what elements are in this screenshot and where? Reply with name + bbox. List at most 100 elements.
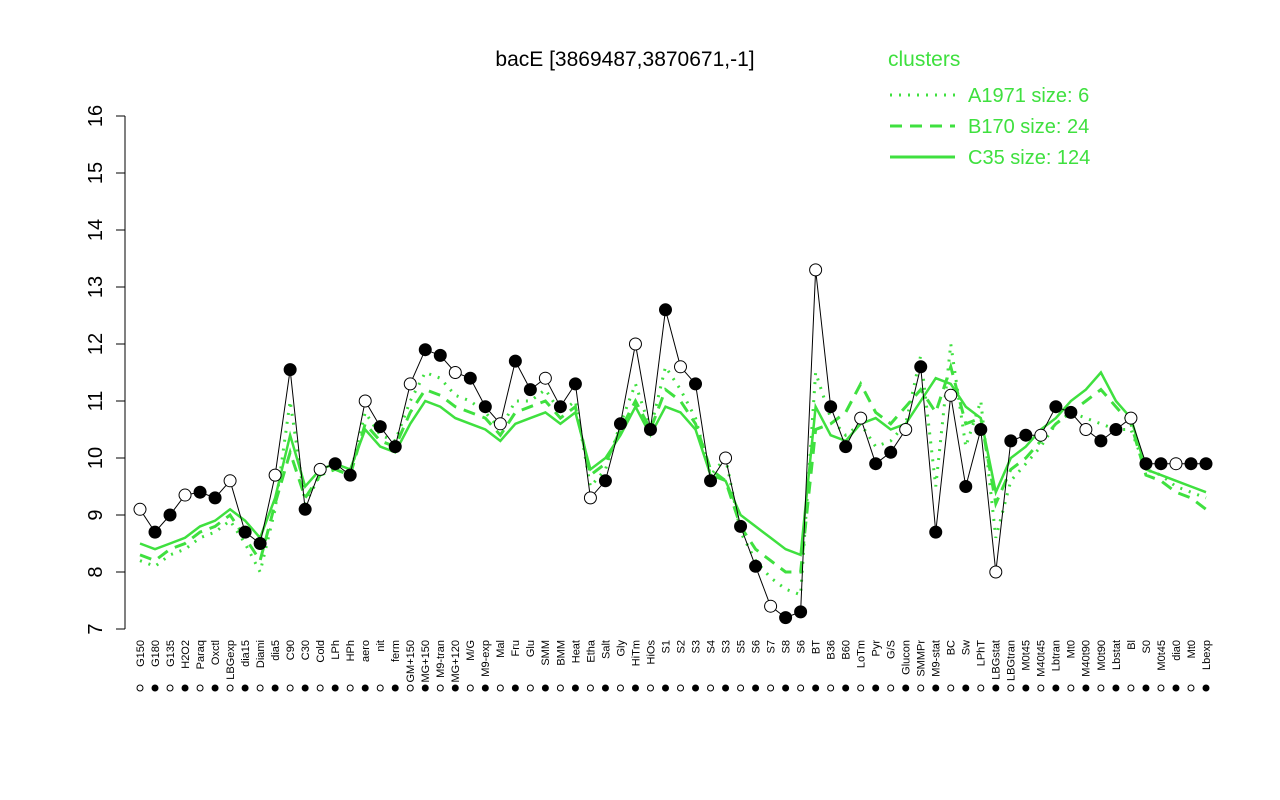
data-point xyxy=(1094,434,1108,448)
data-point xyxy=(223,474,237,488)
data-point xyxy=(1004,434,1018,448)
rug-mark xyxy=(992,684,1000,692)
rug-mark xyxy=(872,684,880,692)
data-point xyxy=(553,400,567,414)
data-point xyxy=(478,400,492,414)
data-point xyxy=(163,508,177,522)
data-point xyxy=(238,525,252,539)
rug-mark xyxy=(151,684,159,692)
x-tick-label: M9-stat xyxy=(931,640,943,677)
x-tick-label: LBGstat xyxy=(991,640,1003,680)
data-point xyxy=(719,451,733,465)
rug-mark xyxy=(1202,684,1210,692)
data-point xyxy=(313,462,327,476)
x-tick-label: MG+120 xyxy=(450,640,462,683)
x-tick-label: BMM xyxy=(555,640,567,666)
data-point xyxy=(568,377,582,391)
y-tick-label: 11 xyxy=(85,391,107,412)
rug-mark xyxy=(196,684,204,692)
rug-mark xyxy=(812,684,820,692)
data-point xyxy=(493,417,507,431)
x-tick-label: BT xyxy=(810,640,822,654)
rug-mark xyxy=(286,684,294,692)
x-tick-label: B60 xyxy=(841,640,853,660)
data-point xyxy=(628,337,642,351)
data-point xyxy=(643,423,657,436)
data-point xyxy=(358,394,372,408)
rug-mark xyxy=(1007,684,1015,692)
data-point xyxy=(884,445,898,459)
x-tick-label: M40t90 xyxy=(1081,640,1093,677)
x-tick-label: dia5 xyxy=(270,640,282,661)
rug-mark xyxy=(616,684,624,692)
rug-mark xyxy=(707,684,715,692)
x-tick-label: Oxctl xyxy=(210,640,222,665)
legend-label: A1971 size: 6 xyxy=(968,85,1089,107)
data-point xyxy=(824,400,838,414)
data-point xyxy=(854,411,868,425)
rug-mark xyxy=(1097,684,1105,692)
x-tick-label: Diami xyxy=(255,640,267,668)
y-tick-label: 10 xyxy=(85,447,107,469)
x-tick-label: Lbtran xyxy=(1051,640,1063,671)
data-point xyxy=(388,440,402,454)
rug-mark xyxy=(677,684,685,692)
data-point xyxy=(1079,423,1093,436)
x-tick-label: G180 xyxy=(150,640,162,667)
rug-mark xyxy=(692,684,700,692)
rug-mark xyxy=(601,684,609,692)
rug-mark xyxy=(1022,684,1030,692)
rug-mark xyxy=(361,684,369,692)
x-tick-label: M0t45 xyxy=(1021,640,1033,671)
rug-mark xyxy=(1052,684,1060,692)
x-tick-label: S1 xyxy=(660,640,672,653)
x-tick-label: Lbstat xyxy=(1111,640,1123,670)
x-tick-label: S0 xyxy=(1141,640,1153,653)
x-tick-label: Cold xyxy=(315,640,327,663)
x-tick-label: Paraq xyxy=(195,640,207,669)
data-point xyxy=(809,263,823,277)
x-tick-label: S6 xyxy=(795,640,807,653)
x-tick-label: Fru xyxy=(510,640,522,657)
rug-mark xyxy=(887,684,895,692)
data-point xyxy=(658,303,672,317)
rug-mark xyxy=(752,684,760,692)
rug-mark xyxy=(481,684,489,692)
data-point xyxy=(1064,405,1078,419)
x-tick-label: LBGexp xyxy=(225,640,237,680)
y-tick-label: 8 xyxy=(85,566,107,577)
rug-mark xyxy=(526,684,534,692)
rug-mark xyxy=(181,684,189,692)
rug-mark xyxy=(541,684,549,692)
rug-mark xyxy=(271,684,279,692)
data-point xyxy=(613,417,627,431)
data-point xyxy=(674,360,688,374)
data-point xyxy=(403,377,417,391)
x-tick-label: LPhT xyxy=(976,640,988,667)
x-tick-label: aero xyxy=(360,640,372,662)
x-tick-label: C30 xyxy=(300,640,312,660)
x-tick-label: G150 xyxy=(135,640,147,667)
x-tick-label: S7 xyxy=(765,640,777,653)
x-tick-label: Glu xyxy=(525,640,537,657)
rug-mark xyxy=(1112,684,1120,692)
data-point xyxy=(508,354,522,368)
rug-mark xyxy=(1172,684,1180,692)
data-point xyxy=(463,371,477,385)
rug-mark xyxy=(586,684,594,692)
x-tick-label: S6 xyxy=(750,640,762,653)
x-tick-label: S2 xyxy=(675,640,687,653)
chart-title: bacE [3869487,3870671,-1] xyxy=(495,48,754,71)
data-point xyxy=(583,491,597,505)
x-tick-label: S8 xyxy=(780,640,792,653)
x-tick-label: ferm xyxy=(390,640,402,662)
x-tick-label: S5 xyxy=(735,640,747,653)
data-point xyxy=(328,457,342,471)
x-tick-label: SMMPr xyxy=(916,640,928,677)
data-point xyxy=(974,423,988,436)
rug-mark xyxy=(331,684,339,692)
x-tick-label: C90 xyxy=(285,640,297,660)
data-point xyxy=(989,565,1003,579)
data-point xyxy=(1019,428,1033,442)
data-point xyxy=(373,420,387,434)
